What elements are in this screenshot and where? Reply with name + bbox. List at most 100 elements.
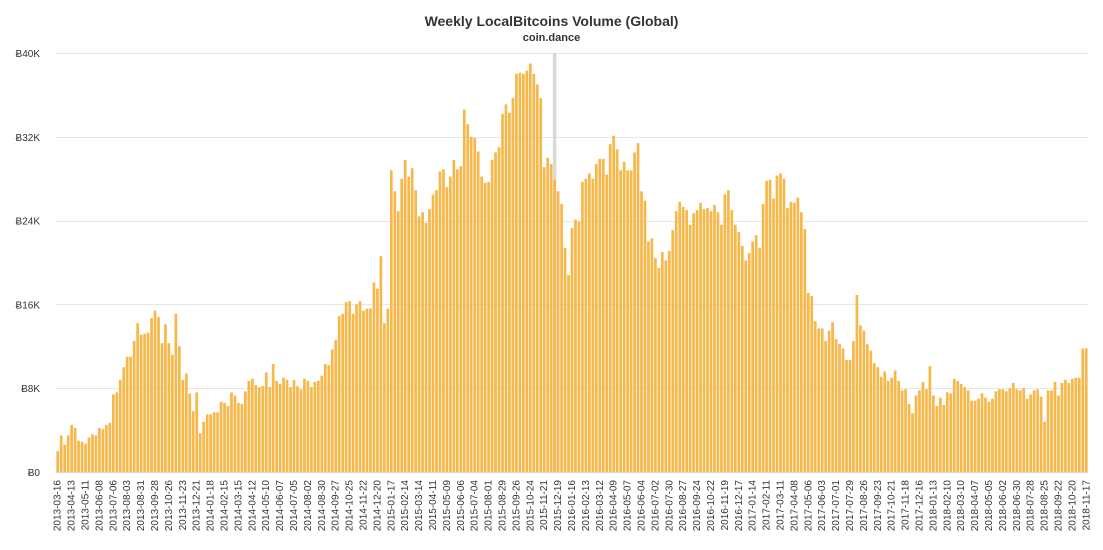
bar[interactable]	[973, 400, 977, 472]
bar[interactable]	[845, 359, 848, 472]
bar[interactable]	[77, 440, 80, 472]
bar[interactable]	[643, 200, 647, 472]
bar[interactable]	[977, 398, 980, 472]
bar[interactable]	[998, 389, 1001, 472]
bar[interactable]	[824, 341, 828, 472]
bar[interactable]	[355, 304, 358, 472]
bar[interactable]	[994, 391, 998, 472]
bar[interactable]	[247, 380, 251, 472]
bar[interactable]	[146, 332, 150, 472]
bar[interactable]	[1015, 389, 1019, 472]
bar[interactable]	[862, 330, 866, 472]
bar[interactable]	[1071, 378, 1074, 472]
bar[interactable]	[761, 203, 765, 472]
bar[interactable]	[483, 182, 487, 472]
bar[interactable]	[678, 201, 682, 472]
bar[interactable]	[219, 401, 223, 472]
bar[interactable]	[1084, 348, 1088, 472]
bar[interactable]	[803, 228, 807, 472]
bar[interactable]	[205, 414, 209, 472]
bar[interactable]	[278, 384, 282, 472]
bar[interactable]	[417, 216, 421, 472]
bar[interactable]	[1077, 377, 1081, 472]
bar[interactable]	[1008, 388, 1012, 472]
bar[interactable]	[859, 325, 862, 472]
bar[interactable]	[525, 70, 529, 472]
bar[interactable]	[938, 397, 942, 472]
bar[interactable]	[1043, 421, 1046, 472]
bar[interactable]	[654, 258, 657, 472]
bar[interactable]	[692, 213, 695, 472]
bar[interactable]	[341, 313, 345, 472]
bar[interactable]	[442, 169, 445, 472]
bar[interactable]	[747, 253, 751, 472]
bar[interactable]	[101, 429, 105, 472]
bar[interactable]	[501, 113, 504, 472]
bar[interactable]	[323, 364, 327, 472]
bar[interactable]	[487, 181, 490, 472]
bar[interactable]	[911, 413, 914, 472]
bar[interactable]	[153, 310, 157, 472]
bar[interactable]	[63, 444, 67, 472]
bar[interactable]	[254, 385, 258, 472]
bar[interactable]	[1011, 382, 1015, 472]
bar[interactable]	[125, 356, 129, 472]
bar[interactable]	[671, 230, 675, 472]
bar[interactable]	[244, 391, 247, 472]
bar[interactable]	[80, 441, 84, 472]
bar[interactable]	[1001, 389, 1005, 472]
bar[interactable]	[56, 451, 60, 472]
bar[interactable]	[105, 424, 108, 472]
bar[interactable]	[344, 302, 348, 472]
bar[interactable]	[118, 379, 122, 472]
bar[interactable]	[667, 250, 671, 472]
bar[interactable]	[174, 313, 178, 472]
bar[interactable]	[685, 210, 689, 473]
bar[interactable]	[897, 380, 900, 472]
bar[interactable]	[257, 387, 261, 472]
bar[interactable]	[268, 387, 272, 472]
bar[interactable]	[452, 159, 456, 472]
bar[interactable]	[758, 247, 761, 472]
bar[interactable]	[226, 406, 230, 472]
bar[interactable]	[261, 386, 265, 472]
bar[interactable]	[636, 143, 640, 472]
bar[interactable]	[164, 324, 167, 472]
bar[interactable]	[963, 387, 966, 472]
bar[interactable]	[87, 437, 91, 472]
bar[interactable]	[233, 395, 237, 472]
bar[interactable]	[657, 267, 661, 472]
bar[interactable]	[497, 147, 501, 472]
bar[interactable]	[740, 245, 744, 472]
bar[interactable]	[1018, 390, 1022, 472]
bar[interactable]	[588, 173, 591, 472]
bar[interactable]	[494, 152, 497, 472]
bar[interactable]	[695, 210, 699, 473]
bar[interactable]	[195, 392, 199, 472]
bar[interactable]	[1029, 394, 1033, 472]
bar[interactable]	[184, 373, 188, 472]
bar[interactable]	[428, 209, 431, 472]
bar[interactable]	[310, 387, 313, 472]
bar[interactable]	[528, 63, 532, 472]
bar[interactable]	[720, 224, 723, 472]
bar[interactable]	[664, 260, 668, 472]
bar[interactable]	[980, 393, 984, 472]
bar[interactable]	[650, 238, 654, 472]
bar[interactable]	[316, 380, 320, 472]
bar[interactable]	[1004, 391, 1008, 472]
bar[interactable]	[681, 206, 685, 473]
bar[interactable]	[928, 366, 932, 472]
bar[interactable]	[959, 384, 963, 472]
bar[interactable]	[462, 109, 466, 472]
bar[interactable]	[601, 158, 605, 473]
bar[interactable]	[612, 135, 616, 472]
bar[interactable]	[292, 379, 296, 472]
bar[interactable]	[796, 197, 800, 472]
bar[interactable]	[320, 375, 324, 472]
bar[interactable]	[987, 401, 991, 472]
bar[interactable]	[765, 180, 768, 473]
bar[interactable]	[1057, 395, 1060, 472]
bar[interactable]	[396, 211, 400, 473]
bar[interactable]	[1060, 382, 1064, 472]
